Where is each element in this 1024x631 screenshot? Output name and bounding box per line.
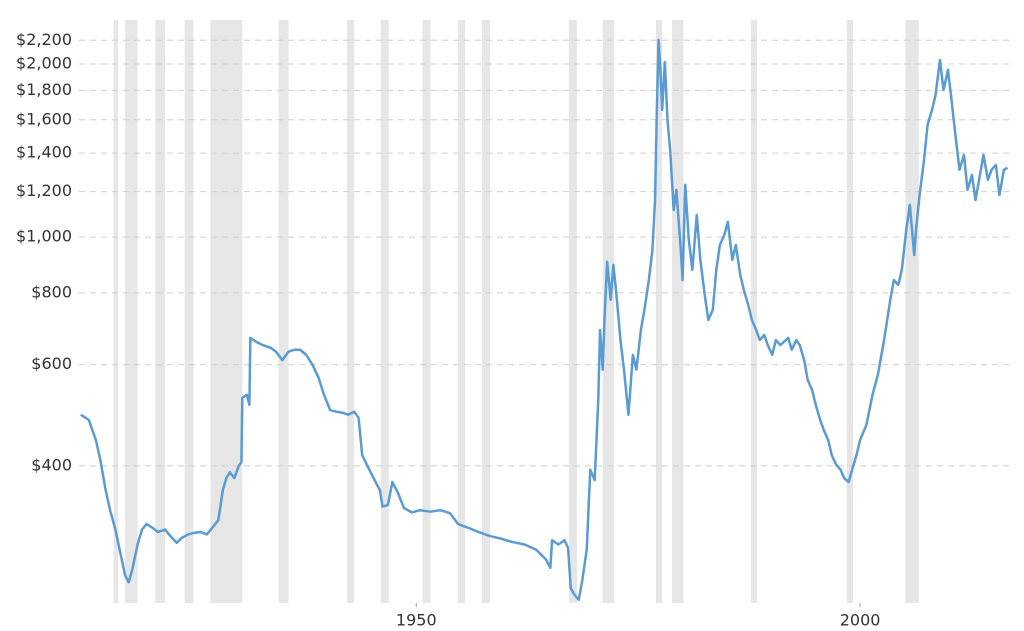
recession-band (125, 20, 138, 603)
y-tick-label: $600 (31, 354, 72, 373)
recession-band (846, 20, 854, 603)
recession-band (155, 20, 166, 603)
recession-band (278, 20, 289, 603)
recession-band (750, 20, 758, 603)
x-tick-label: 1950 (396, 611, 437, 630)
x-tick-label: 2000 (840, 611, 881, 630)
price-line (80, 38, 1009, 602)
recession-band (380, 20, 389, 603)
recession-band (184, 20, 194, 603)
recession-band (602, 20, 615, 603)
recession-band (671, 20, 684, 603)
y-tick-label: $400 (31, 455, 72, 474)
y-tick-label: $1,000 (16, 227, 72, 246)
recession-band (568, 20, 577, 603)
y-tick-label: $1,200 (16, 181, 72, 200)
recession-band (905, 20, 919, 603)
recession-band (422, 20, 431, 603)
y-tick-label: $1,400 (16, 143, 72, 162)
y-tick-label: $1,800 (16, 80, 72, 99)
recession-band (113, 20, 119, 603)
recession-band (481, 20, 490, 603)
y-tick-label: $1,600 (16, 109, 72, 128)
recession-band (347, 20, 355, 603)
recession-band (655, 20, 663, 603)
y-tick-label: $2,200 (16, 30, 72, 49)
y-tick-label: $800 (31, 282, 72, 301)
recession-band (458, 20, 466, 603)
recession-band (210, 20, 243, 603)
y-tick-label: $2,000 (16, 54, 72, 73)
